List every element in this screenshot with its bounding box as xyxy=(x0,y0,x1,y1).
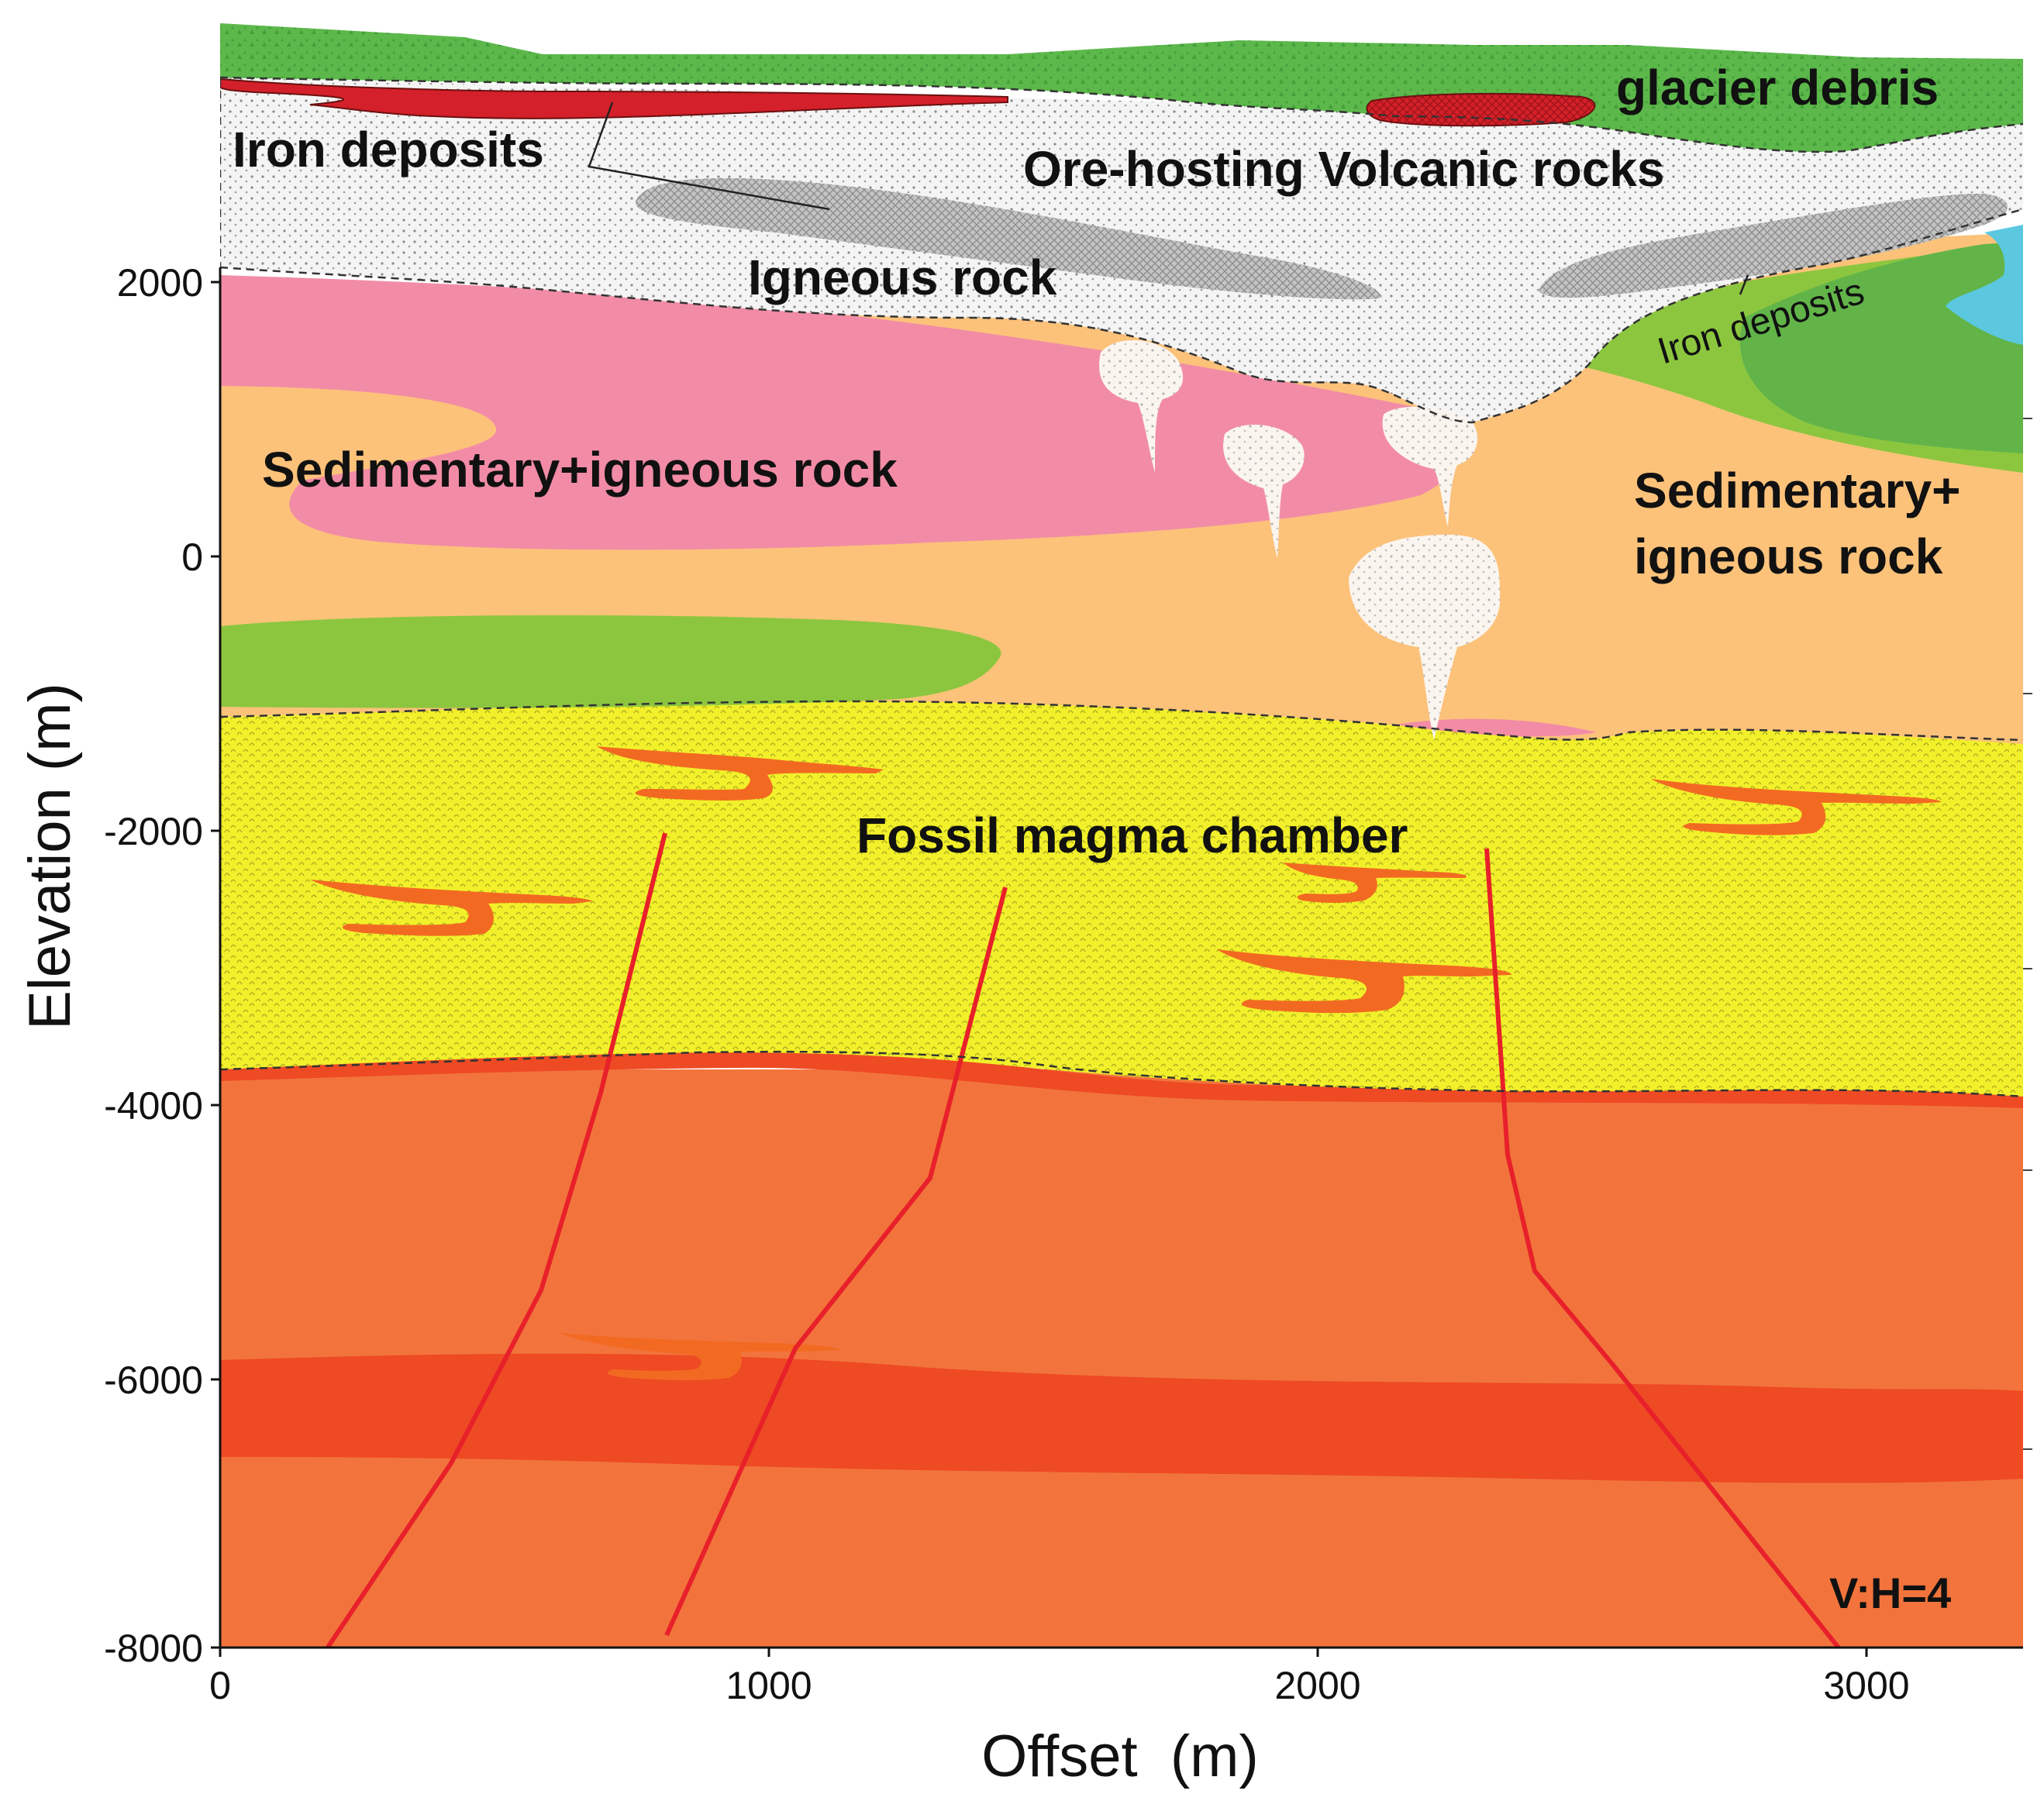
deep-red-band xyxy=(220,1353,2023,1483)
pink-layer xyxy=(220,275,1462,550)
right-minor-ticks xyxy=(2023,418,2032,1450)
label-sedimentary-igneous-left: Sedimentary+igneous rock xyxy=(262,442,898,498)
iron-deposit-top-right-pattern xyxy=(1367,93,1595,126)
iron-deposit-top-left xyxy=(220,77,1008,119)
strata-layers xyxy=(220,23,2023,1648)
label-sedimentary-igneous-right-line2: igneous rock xyxy=(1634,529,1943,584)
magma-sills xyxy=(310,746,1942,1381)
y-tick-label: 0 xyxy=(181,535,203,579)
x-axis-title: Offset (m) xyxy=(981,1724,1259,1789)
sill-2 xyxy=(310,880,593,936)
intrusive-plumes-pattern xyxy=(1099,339,1501,740)
sill-4 xyxy=(1283,863,1467,904)
fault-1 xyxy=(325,832,667,1648)
label-fossil-magma-chamber: Fossil magma chamber xyxy=(857,808,1408,863)
sill-6 xyxy=(558,1333,841,1381)
x-tick-label: 3000 xyxy=(1823,1664,1909,1707)
y-axis-title: Elevation (m) xyxy=(17,683,83,1030)
label-sedimentary-igneous-right-line1: Sedimentary+ xyxy=(1634,463,1961,518)
y-ticks xyxy=(211,281,220,1649)
x-tick-labels: 0 1000 2000 3000 xyxy=(209,1664,1910,1707)
igneous-lens-right-pattern xyxy=(1539,193,2008,298)
sill-3 xyxy=(1651,779,1942,835)
boundaries xyxy=(220,76,2023,1098)
pink-lens-lower xyxy=(1395,718,1597,737)
deep-orange-layer xyxy=(220,1069,2023,1648)
y-tick-label: -4000 xyxy=(104,1084,203,1128)
x-tick-label: 0 xyxy=(209,1664,231,1707)
basement-top-band xyxy=(220,1050,2023,1108)
leader-lines xyxy=(588,102,1749,295)
sill-5 xyxy=(1217,949,1511,1014)
y-tick-label: 2000 xyxy=(117,261,203,305)
y-tick-label: -6000 xyxy=(104,1358,203,1402)
x-tick-label: 1000 xyxy=(726,1664,812,1707)
green-lens-left xyxy=(220,615,1001,708)
axes-lines xyxy=(219,267,2023,1649)
label-ore-hosting-volcanic-rocks: Ore-hosting Volcanic rocks xyxy=(1023,141,1664,197)
fault-3 xyxy=(1484,848,1842,1648)
label-igneous-rock: Igneous rock xyxy=(748,250,1057,305)
green-dark-wedge-right xyxy=(1739,242,2023,453)
label-vertical-horizontal-ratio: V:H=4 xyxy=(1829,1569,1951,1617)
y-tick-label: -2000 xyxy=(104,810,203,853)
cyan-lens-right xyxy=(1946,225,2023,345)
x-tick-label: 2000 xyxy=(1274,1664,1360,1707)
y-tick-label: -8000 xyxy=(104,1627,203,1670)
faults xyxy=(325,832,1842,1648)
label-iron-deposits-top: Iron deposits xyxy=(233,122,544,177)
fossil-magma-chamber-pattern xyxy=(220,701,2023,1097)
y-tick-labels: 2000 0 -2000 -4000 -6000 -8000 xyxy=(104,261,203,1670)
x-ticks xyxy=(219,1648,1868,1657)
fault-2 xyxy=(664,887,1008,1637)
label-glacier-debris: glacier debris xyxy=(1616,60,1939,115)
sill-1 xyxy=(597,746,884,801)
